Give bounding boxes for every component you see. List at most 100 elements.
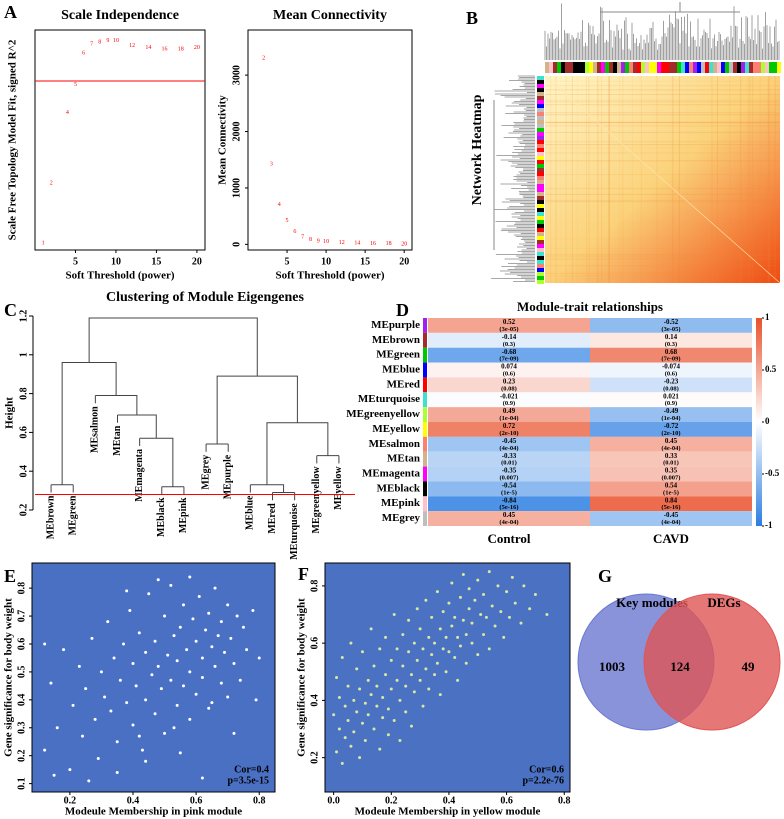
point <box>456 635 460 639</box>
point <box>467 587 471 591</box>
point <box>450 624 454 628</box>
point-label: 4 <box>66 110 69 116</box>
module-color-bar <box>713 62 717 73</box>
cell-pvalue: (5e-16) <box>661 504 680 511</box>
point <box>245 648 249 652</box>
cell-value: 0.074 <box>501 363 517 371</box>
point <box>430 615 434 619</box>
point-label: 14 <box>145 45 151 51</box>
point <box>378 647 382 651</box>
point <box>343 704 347 708</box>
point <box>210 701 214 705</box>
point <box>392 613 396 617</box>
heatmap-cell <box>590 392 752 408</box>
cell-pvalue: (0.08) <box>663 385 679 392</box>
cell-value: 0.23 <box>503 377 516 385</box>
leaf-label: MEred <box>267 503 278 534</box>
point <box>438 627 442 631</box>
point <box>435 661 439 665</box>
point <box>487 570 491 574</box>
point <box>109 709 113 713</box>
point <box>226 603 230 607</box>
point <box>213 586 217 590</box>
point <box>412 690 416 694</box>
point <box>473 598 477 602</box>
y-tick-label: 0.4 <box>309 694 320 707</box>
heatmap-cell <box>590 496 752 512</box>
x-axis-label: Modeule Membership in pink module <box>65 806 242 818</box>
heatmap-diagonal <box>544 75 781 284</box>
x-tick-label: 0.4 <box>443 795 456 806</box>
point-label: 10 <box>323 239 329 245</box>
point <box>223 650 227 654</box>
module-color-bar <box>537 144 544 148</box>
module-color-bar <box>537 112 544 116</box>
y-tick-label: 3000 <box>231 65 242 85</box>
y-axis-label: Height <box>4 397 16 429</box>
point <box>178 751 182 755</box>
module-color-bar <box>677 62 681 73</box>
module-color-bar <box>537 216 544 220</box>
module-color-bar <box>537 248 544 252</box>
row-label: MEtan <box>387 453 420 465</box>
point <box>254 698 258 702</box>
point <box>238 678 242 682</box>
heatmap-cell <box>590 481 752 497</box>
colorbar-label: 0.5 <box>765 364 777 374</box>
cell-pvalue: (0.6) <box>665 370 677 377</box>
cell-pvalue: (3e-05) <box>661 326 680 333</box>
module-swatch <box>423 347 427 363</box>
cell-value: 0.33 <box>665 452 678 460</box>
point <box>453 615 457 619</box>
point <box>106 620 110 624</box>
plot-background <box>325 563 570 792</box>
point <box>169 583 173 587</box>
y-tick-label: 1.2 <box>18 310 29 323</box>
x-tick-label: 10 <box>321 256 331 267</box>
module-color-bar <box>537 84 544 88</box>
point <box>172 634 176 638</box>
cell-value: -0.021 <box>500 392 519 400</box>
point <box>470 641 474 645</box>
point <box>456 678 460 682</box>
cell-value: -0.35 <box>502 467 517 475</box>
point <box>144 759 148 763</box>
module-color-bar <box>537 276 544 280</box>
point <box>118 678 122 682</box>
y-tick-label: 0.5 <box>16 666 27 679</box>
point <box>407 618 411 622</box>
point <box>178 625 182 629</box>
point <box>337 696 341 700</box>
point <box>358 687 362 691</box>
x-tick-label: 15 <box>151 256 161 267</box>
module-color-bar <box>573 62 577 73</box>
module-swatch <box>423 466 427 482</box>
point <box>134 684 138 688</box>
module-color-bar <box>537 224 544 228</box>
point <box>207 611 211 615</box>
point <box>378 747 382 751</box>
point <box>467 607 471 611</box>
point <box>507 615 511 619</box>
module-swatch <box>423 481 427 497</box>
module-color-bar <box>685 62 689 73</box>
cell-pvalue: (0.007) <box>662 474 681 481</box>
module-color-bar <box>749 62 753 73</box>
x-tick-label: 0.4 <box>127 795 140 806</box>
row-label: MEpurple <box>371 319 420 331</box>
point <box>433 641 437 645</box>
point <box>398 738 402 742</box>
point <box>188 670 192 674</box>
point <box>156 664 160 668</box>
x-tick-label: 20 <box>192 256 202 267</box>
plot-background <box>32 563 275 792</box>
module-color-bar <box>569 62 573 73</box>
module-color-bar <box>761 62 765 73</box>
point <box>335 676 339 679</box>
module-color-bar <box>537 76 544 80</box>
point <box>210 645 214 649</box>
heatmap-cell <box>590 347 752 363</box>
panel-label: F <box>298 564 309 584</box>
point-label: 2 <box>50 180 53 186</box>
y-tick-label: 0.8 <box>18 387 29 400</box>
